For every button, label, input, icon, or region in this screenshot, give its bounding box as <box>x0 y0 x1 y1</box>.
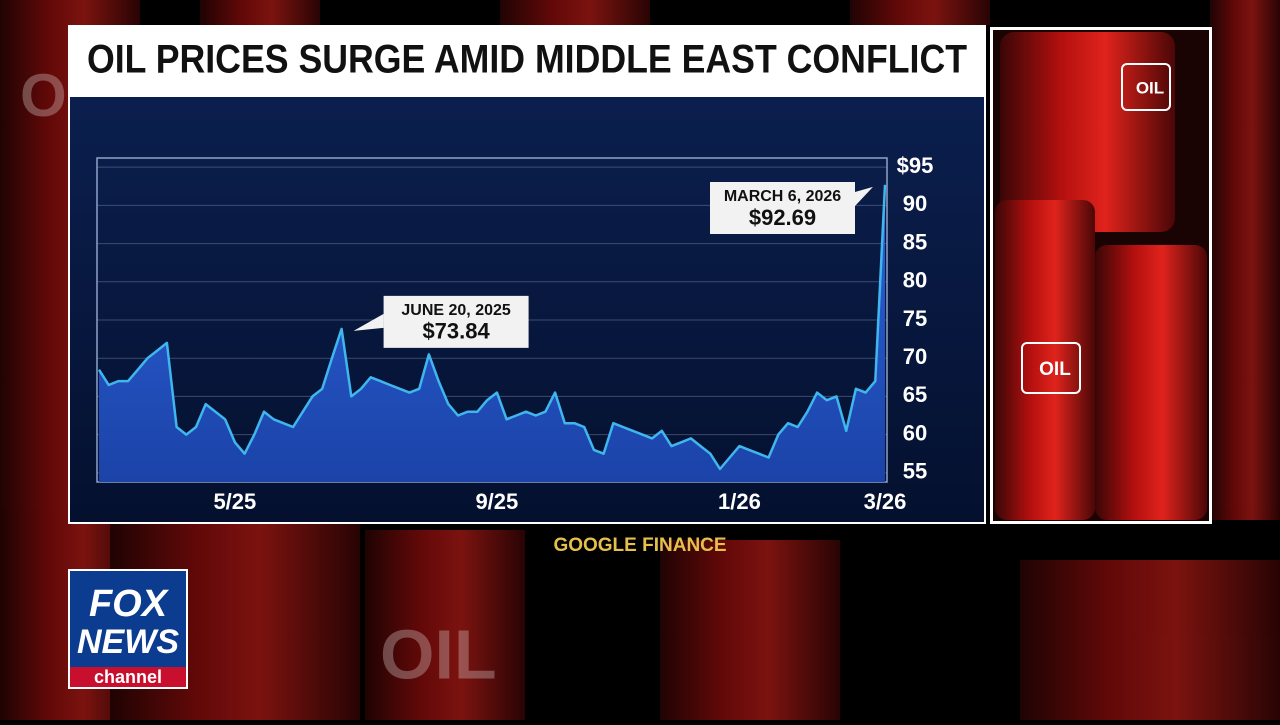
chart-title: OIL PRICES SURGE AMID MIDDLE EAST CONFLI… <box>87 38 967 82</box>
y-tick-label: 55 <box>903 459 927 484</box>
barrel <box>1000 32 1175 232</box>
price-line <box>97 184 887 471</box>
y-tick-label: 85 <box>903 229 927 254</box>
barrel <box>995 200 1095 520</box>
barrel-badge <box>1021 342 1081 394</box>
x-tick-label: 1/26 <box>718 489 761 514</box>
annotation-box <box>710 182 855 234</box>
x-tick-label: 5/25 <box>213 489 256 514</box>
annotation-box <box>383 295 529 348</box>
source: GOOGLE FINANCE <box>553 535 726 556</box>
y-tick-label: 65 <box>903 382 927 407</box>
barrel-badge <box>1121 63 1171 111</box>
annotation-value: $92.69 <box>749 205 816 230</box>
annotation: JUNE 20, 2025$73.84 <box>353 295 529 348</box>
annotation-date: MARCH 6, 2026 <box>724 188 841 205</box>
annotation-value: $73.84 <box>422 319 490 344</box>
annotation-date: JUNE 20, 2025 <box>401 302 511 319</box>
y-tick-label: 70 <box>903 344 927 369</box>
area-fill <box>99 184 885 483</box>
barrel-text: OIL <box>1039 359 1071 380</box>
y-tick-label: 60 <box>903 420 927 445</box>
logo-text: channel <box>94 667 162 687</box>
x-tick-label: 9/25 <box>475 489 518 514</box>
y-tick-label: $95 <box>897 153 934 178</box>
logo-text: NEWS <box>77 623 179 661</box>
annotation-pointer <box>353 313 384 331</box>
x-tick-label: 3/26 <box>864 489 907 514</box>
barrel <box>1095 245 1207 520</box>
annotation: MARCH 6, 2026$92.69 <box>710 182 873 234</box>
barrel-text: OIL <box>1136 78 1164 97</box>
y-tick-label: 80 <box>903 268 927 293</box>
logo-text: FOX <box>89 583 170 625</box>
logo-strip <box>70 667 186 687</box>
y-tick-label: 75 <box>903 306 927 331</box>
barrel-text: OIL <box>380 615 497 693</box>
annotation-pointer <box>855 186 873 206</box>
logo-box <box>70 571 186 667</box>
y-tick-label: 90 <box>903 191 927 216</box>
